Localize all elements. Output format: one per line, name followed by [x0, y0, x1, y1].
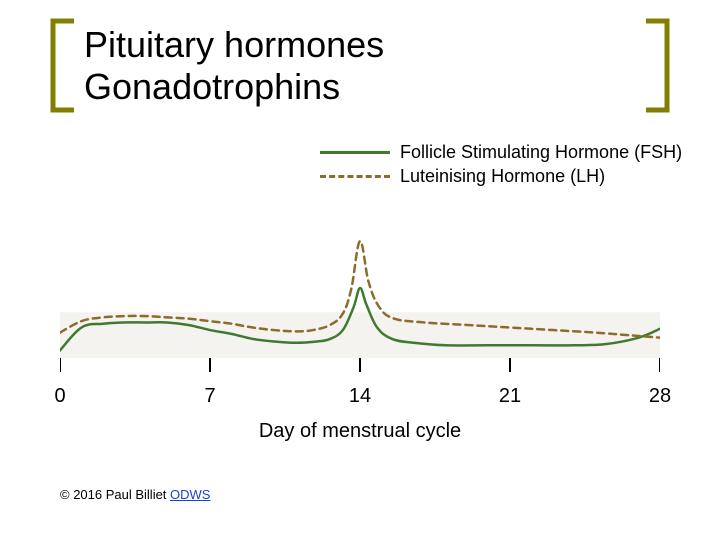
legend-swatch	[320, 151, 390, 154]
legend-swatch	[320, 175, 390, 178]
title-frame: Pituitary hormones Gonadotrophins	[50, 18, 670, 113]
x-tick-label: 0	[54, 385, 65, 408]
title-line-2: Gonadotrophins	[84, 66, 340, 107]
legend-item-lh: Luteinising Hormone (LH)	[320, 164, 682, 188]
credit-link[interactable]: ODWS	[170, 487, 210, 502]
x-tick-label: 7	[204, 385, 215, 408]
credit-text: © 2016 Paul Billiet	[60, 487, 170, 502]
slide-title: Pituitary hormones Gonadotrophins	[78, 24, 642, 107]
bracket-left-icon	[50, 18, 78, 113]
x-tick-label: 14	[349, 385, 371, 408]
x-axis-ticks: 07142128	[60, 385, 660, 413]
x-tick-label: 28	[649, 385, 671, 408]
legend-label: Luteinising Hormone (LH)	[400, 166, 605, 187]
title-line-1: Pituitary hormones	[84, 24, 384, 65]
legend-label: Follicle Stimulating Hormone (FSH)	[400, 142, 682, 163]
hormone-chart	[60, 225, 660, 380]
chart-legend: Follicle Stimulating Hormone (FSH) Lutei…	[320, 140, 682, 188]
slide-root: Pituitary hormones Gonadotrophins Follic…	[0, 0, 720, 540]
copyright-credit: © 2016 Paul Billiet ODWS	[60, 487, 210, 502]
x-tick-label: 21	[499, 385, 521, 408]
x-axis-label: Day of menstrual cycle	[60, 420, 660, 443]
legend-item-fsh: Follicle Stimulating Hormone (FSH)	[320, 140, 682, 164]
bracket-right-icon	[642, 18, 670, 113]
